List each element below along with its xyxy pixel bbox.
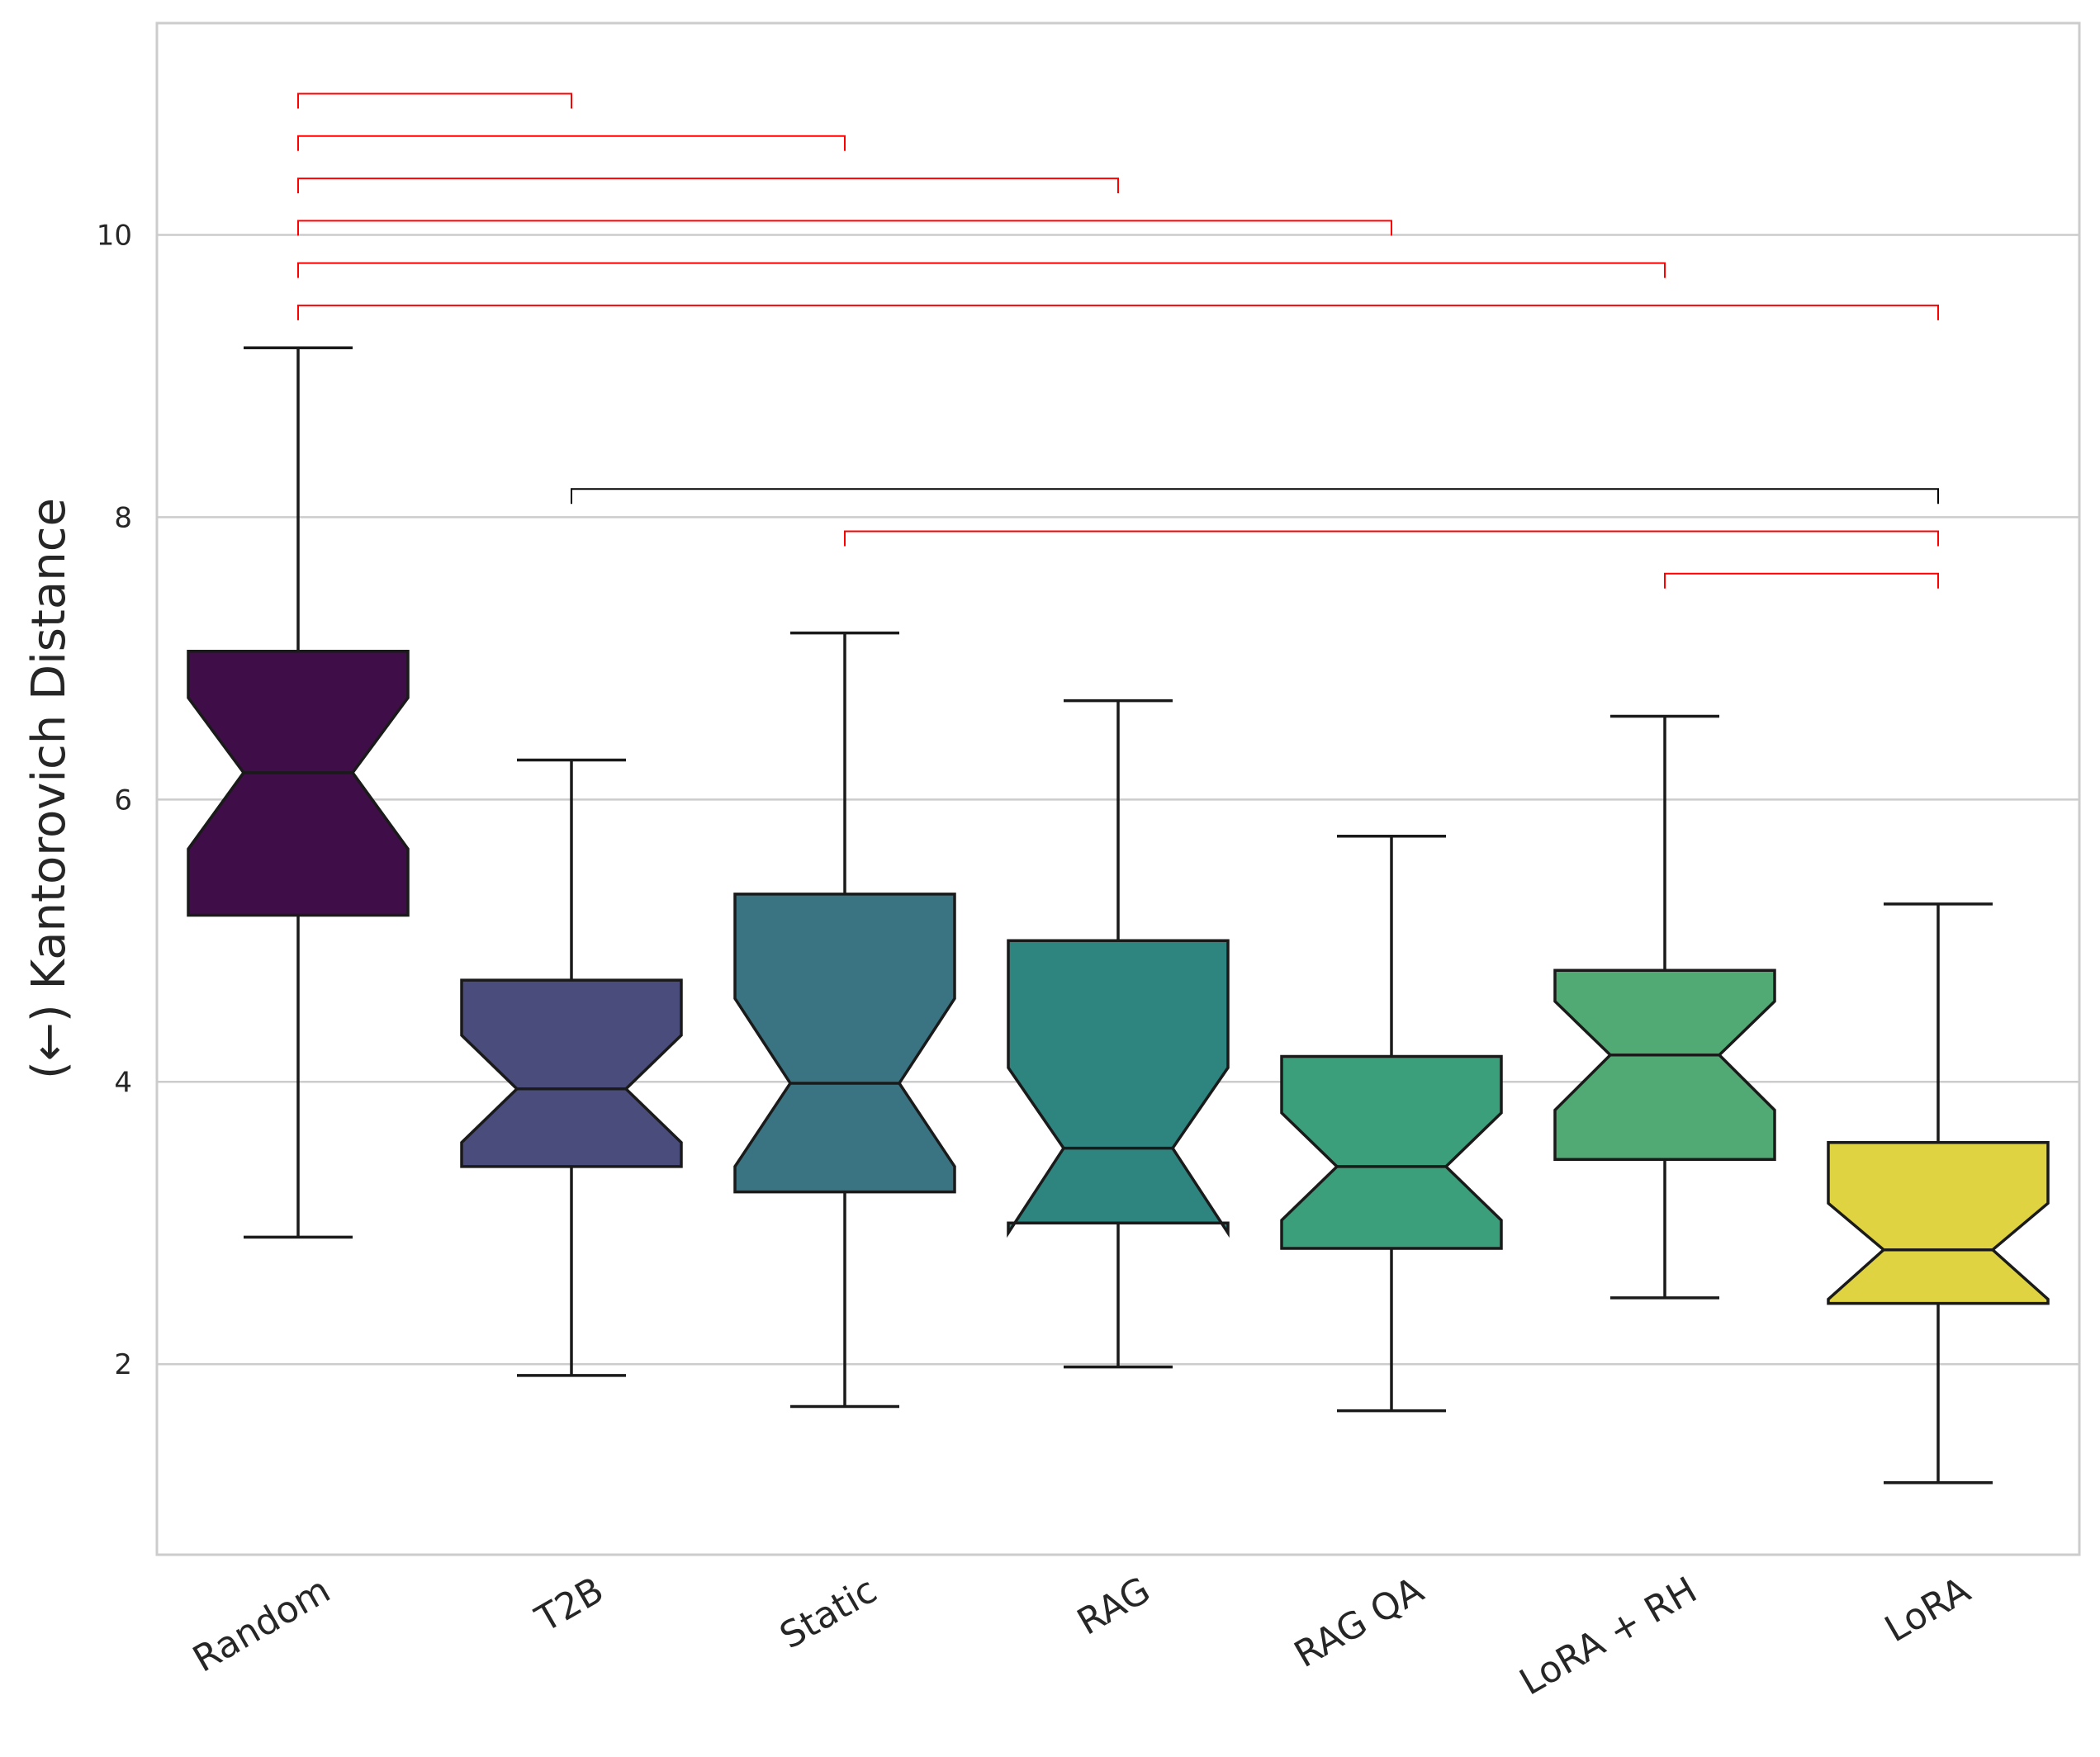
- x-category-label: T2B: [528, 1569, 610, 1641]
- y-tick-label: 8: [114, 501, 132, 534]
- y-tick-label: 4: [114, 1066, 132, 1099]
- significance-bracket: [297, 262, 1666, 278]
- notched-box: [733, 893, 956, 1194]
- notched-box: [1827, 1141, 2050, 1305]
- x-category-label: RAG QA: [1287, 1569, 1431, 1676]
- significance-bracket: [571, 488, 1939, 504]
- x-category-label: Random: [186, 1569, 337, 1680]
- x-category-label: Static: [773, 1569, 884, 1657]
- y-tick-label: 10: [97, 219, 132, 252]
- x-category-labels: Random T2B Static RAG RAG QA LoRA + RH LoRA: [186, 1569, 1977, 1703]
- notched-box: [1280, 1054, 1503, 1250]
- significance-brackets: [297, 92, 1939, 589]
- x-category-label: LoRA: [1878, 1569, 1977, 1650]
- significance-bracket: [297, 135, 846, 151]
- box-t2b: [460, 758, 683, 1377]
- significance-bracket: [297, 304, 1939, 320]
- y-tick-labels: 2 4 6 8 10: [97, 219, 132, 1381]
- notched-box: [1007, 939, 1230, 1238]
- significance-bracket: [297, 92, 572, 109]
- y-axis-title: (←) Kantorovich Distance: [22, 498, 76, 1079]
- x-category-label: RAG: [1070, 1569, 1157, 1643]
- box-static: [733, 631, 956, 1409]
- box-rag-qa: [1280, 835, 1503, 1413]
- notched-box: [1553, 968, 1776, 1162]
- box-series: [187, 346, 2050, 1485]
- box-lora: [1827, 902, 2050, 1485]
- significance-bracket: [297, 178, 1119, 194]
- box-random: [187, 346, 410, 1239]
- significance-bracket: [844, 530, 1939, 547]
- notched-box: [187, 650, 410, 917]
- significance-bracket: [1664, 572, 1939, 589]
- y-tick-label: 6: [114, 784, 132, 817]
- plot-frame: [155, 21, 2081, 1556]
- box-rag: [1007, 699, 1230, 1369]
- box-lora-rh: [1553, 714, 1776, 1300]
- notched-box: [460, 978, 683, 1168]
- y-tick-label: 2: [114, 1348, 132, 1381]
- significance-bracket: [297, 220, 1392, 236]
- x-category-label: LoRA + RH: [1513, 1569, 1704, 1703]
